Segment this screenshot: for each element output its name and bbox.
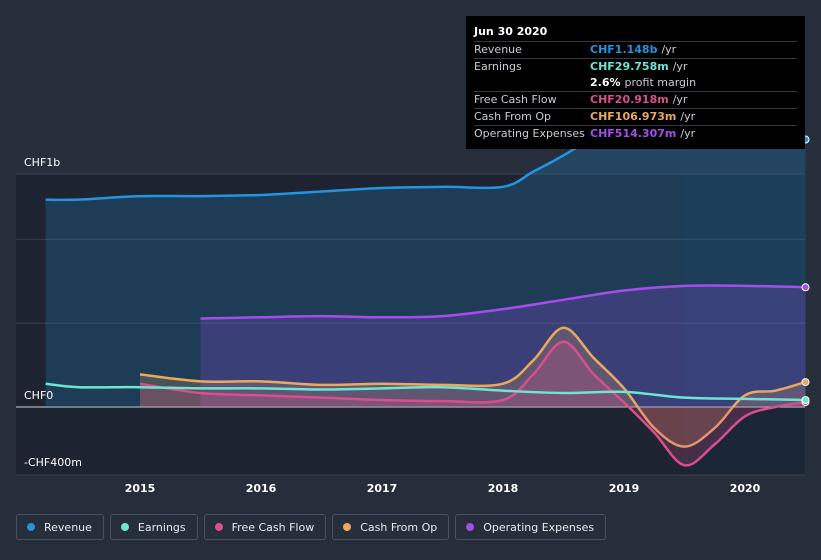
legend-label: Earnings: [137, 520, 186, 534]
legend: Revenue Earnings Free Cash Flow Cash From O…: [16, 514, 607, 540]
cash-from-op-area: [140, 327, 806, 447]
tooltip-row-value: 2.6%: [590, 76, 621, 89]
tooltip-row-unit: profit margin: [624, 76, 697, 89]
plot-background: [16, 174, 805, 475]
legend-dot-icon: [214, 523, 223, 531]
operating-expenses-end-point: [801, 283, 810, 292]
tooltip-row: Cash From Op CHF106.973m/yr: [474, 108, 797, 125]
tooltip-row: Earnings CHF29.758m/yr: [474, 58, 797, 75]
tooltip-row: Operating Expenses CHF514.307m/yr: [474, 125, 797, 142]
tooltip-row-value: CHF514.307m: [590, 127, 677, 140]
tooltip-row: Revenue CHF1.148b/yr: [474, 41, 797, 58]
tooltip-row-label: [474, 75, 590, 91]
free-cash-flow-area: [140, 341, 806, 466]
x-tick-label: 2019: [609, 482, 640, 495]
cash-from-op-line: [139, 326, 806, 448]
x-tick-label: 2016: [246, 482, 277, 495]
legend-item-cash-from-op[interactable]: Cash From Op: [332, 514, 450, 540]
tooltip-row-label: Earnings: [474, 60, 522, 73]
tooltip-row: Free Cash Flow CHF20.918m/yr: [474, 91, 797, 108]
legend-label: Revenue: [44, 520, 92, 534]
legend-item-earnings[interactable]: Earnings: [109, 514, 198, 540]
tooltip-row-label: Operating Expenses: [474, 127, 585, 140]
legend-dot-icon: [120, 523, 129, 531]
legend-item-operating-expenses[interactable]: Operating Expenses: [455, 514, 607, 540]
operating-expenses-area: [200, 285, 806, 407]
earnings-line: [45, 382, 806, 402]
tooltip-row: 2.6% profit margin: [474, 75, 797, 91]
tooltip-row-value: CHF106.973m: [590, 110, 677, 123]
tooltip-row-unit: /yr: [672, 93, 688, 106]
cash-from-op-end-point: [801, 378, 810, 387]
y-label-top: CHF1b: [24, 156, 60, 169]
x-tick-label: 2020: [730, 482, 761, 495]
tooltip-row-value: CHF29.758m: [590, 60, 669, 73]
forecast-highlight: [684, 174, 805, 475]
y-label-zero: CHF0: [24, 389, 53, 402]
legend-label: Operating Expenses: [483, 520, 595, 534]
tooltip-row-unit: /yr: [661, 43, 677, 56]
tooltip-row-label: Revenue: [474, 43, 522, 56]
legend-dot-icon: [343, 523, 352, 531]
x-tick-label: 2015: [125, 482, 156, 495]
tooltip-row-unit: /yr: [680, 110, 696, 123]
tooltip: Jun 30 2020 Revenue CHF1.148b/yr Earnings C…: [466, 16, 805, 149]
revenue-area: [45, 112, 806, 407]
y-label-bottom: -CHF400m: [24, 456, 82, 469]
x-tick-label: 2017: [367, 482, 398, 495]
x-tick-label: 2018: [488, 482, 519, 495]
legend-item-free-cash-flow[interactable]: Free Cash Flow: [203, 514, 327, 540]
legend-dot-icon: [466, 523, 475, 531]
tooltip-row-unit: /yr: [680, 127, 696, 140]
tooltip-row-value: CHF20.918m: [590, 93, 669, 106]
tooltip-row-unit: /yr: [672, 60, 688, 73]
legend-label: Cash From Op: [360, 520, 438, 534]
tooltip-row-label: Free Cash Flow: [474, 93, 557, 106]
free-cash-flow-line: [139, 340, 806, 467]
earnings-end-point: [801, 396, 810, 405]
legend-item-revenue[interactable]: Revenue: [16, 514, 104, 540]
tooltip-row-label: Cash From Op: [474, 110, 552, 123]
legend-dot-icon: [27, 523, 35, 531]
operating-expenses-line: [200, 284, 806, 320]
tooltip-date: Jun 30 2020: [474, 25, 548, 38]
tooltip-row-value: CHF1.148b: [590, 43, 658, 56]
legend-label: Free Cash Flow: [231, 520, 315, 534]
